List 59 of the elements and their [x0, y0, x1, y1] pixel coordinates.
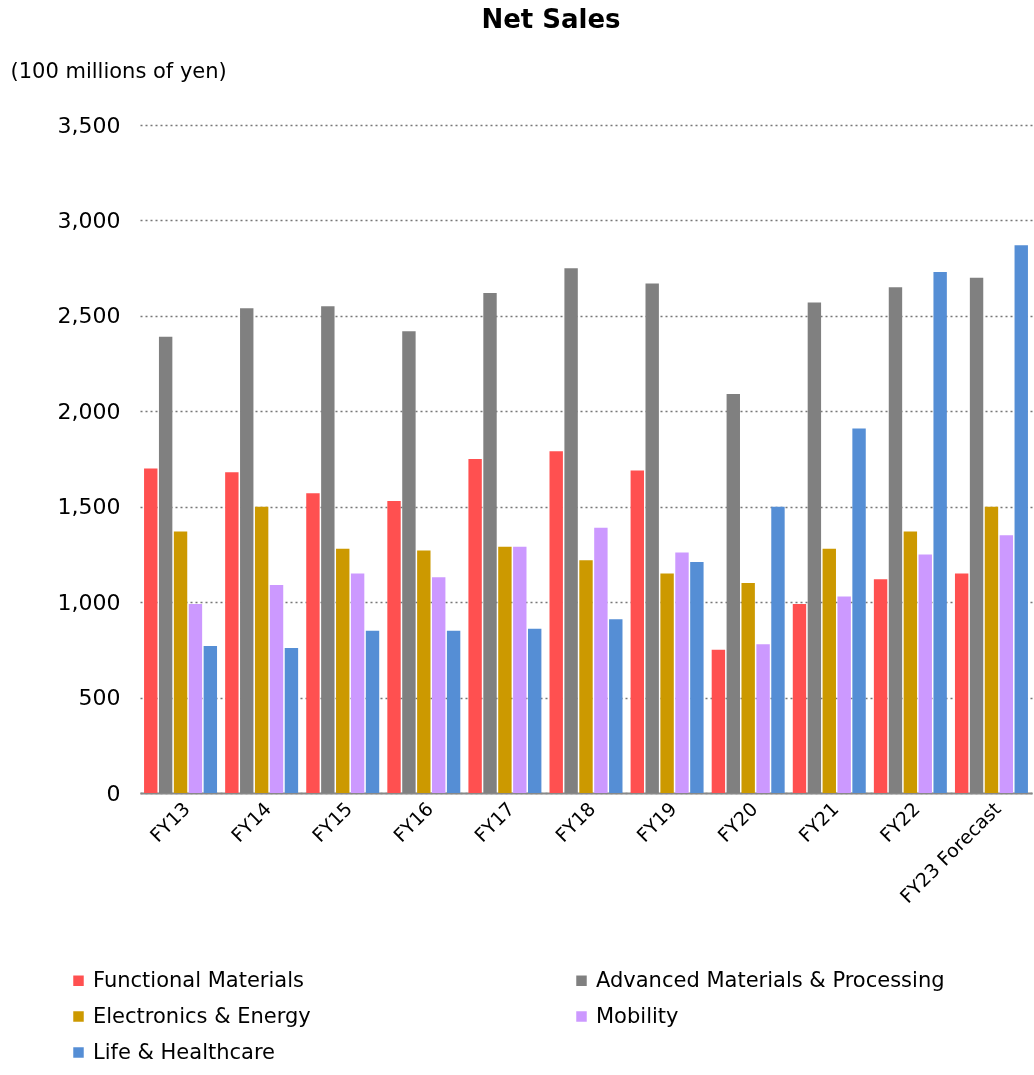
- bar: [225, 472, 239, 793]
- bar: [873, 579, 888, 793]
- bar: [188, 604, 203, 793]
- bar: [711, 649, 726, 793]
- bar: [365, 630, 380, 793]
- bar: [609, 619, 623, 793]
- y-tick-label: 3,500: [57, 112, 121, 138]
- bar: [954, 573, 969, 793]
- bar: [203, 646, 218, 793]
- bar: [446, 630, 461, 793]
- bar: [792, 604, 807, 793]
- bar: [918, 554, 932, 793]
- bar: [852, 428, 866, 793]
- legend-label: Mobility: [596, 1003, 679, 1028]
- bar: [254, 506, 269, 793]
- bar: [984, 506, 999, 793]
- bar: [741, 583, 755, 793]
- bar: [498, 546, 512, 793]
- chart-title: Net Sales: [481, 4, 621, 34]
- y-tick-label: 500: [78, 685, 121, 711]
- bar: [903, 531, 918, 793]
- bar: [173, 531, 188, 793]
- legend-label: Life & Healthcare: [93, 1039, 276, 1064]
- bar: [549, 451, 563, 793]
- bar: [350, 573, 365, 793]
- bar: [387, 500, 401, 793]
- bar: [630, 470, 644, 793]
- bar: [837, 596, 851, 793]
- bar: [756, 644, 770, 793]
- bar: [594, 527, 608, 793]
- bar: [1014, 245, 1028, 793]
- y-tick-label: 1,500: [57, 494, 121, 520]
- bar: [269, 584, 284, 793]
- bar: [822, 548, 836, 793]
- y-tick-label: 0: [106, 780, 121, 806]
- bar: [284, 647, 299, 793]
- bar: [513, 546, 527, 793]
- y-tick-label: 2,500: [57, 303, 121, 329]
- bar: [336, 548, 350, 793]
- legend-label: Advanced Materials & Processing: [596, 967, 945, 992]
- bar: [999, 535, 1014, 793]
- y-tick-label: 2,000: [57, 398, 121, 424]
- bar: [579, 560, 593, 793]
- bar: [144, 468, 158, 793]
- bar: [660, 573, 674, 793]
- legend-label: Functional Materials: [93, 967, 304, 992]
- bar: [690, 562, 704, 793]
- bar: [933, 271, 947, 793]
- legend-label: Electronics & Energy: [93, 1003, 311, 1028]
- bar: [528, 628, 542, 793]
- bar: [417, 550, 431, 793]
- bar: [675, 552, 689, 793]
- y-tick-label: 3,000: [57, 207, 121, 233]
- y-axis-title: (100 millions of yen): [10, 58, 227, 83]
- y-tick-label: 1,000: [57, 589, 121, 615]
- bar: [468, 459, 482, 793]
- bar: [771, 506, 785, 793]
- bar: [306, 493, 320, 793]
- bar: [432, 577, 446, 793]
